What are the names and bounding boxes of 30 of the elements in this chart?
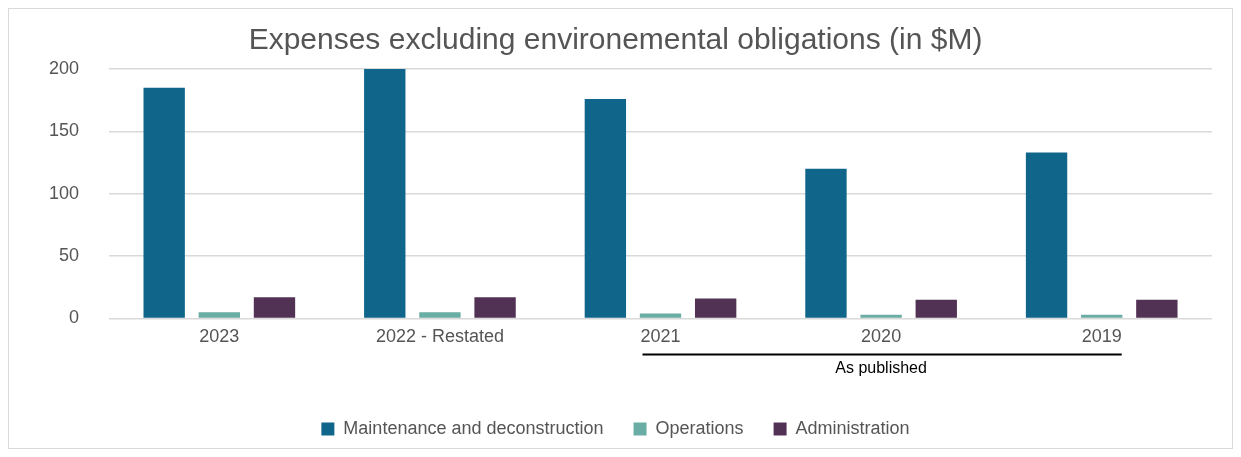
legend-label: Operations bbox=[655, 417, 744, 438]
bar bbox=[694, 298, 737, 318]
chart-title: Expenses excluding environemental obligations (in $M) bbox=[248, 22, 983, 56]
x-tick-label: 2019 bbox=[1081, 326, 1122, 347]
x-tick-label: 2022 - Restated bbox=[375, 326, 504, 347]
bar bbox=[805, 168, 847, 318]
x-tick-label: 2021 bbox=[640, 326, 681, 347]
y-tick-label: 200 bbox=[48, 57, 80, 78]
bar bbox=[253, 297, 296, 318]
bar bbox=[143, 87, 185, 318]
x-tick-label: 2020 bbox=[861, 326, 902, 347]
bar bbox=[419, 312, 461, 318]
bar bbox=[584, 98, 627, 318]
text: As published bbox=[835, 358, 927, 376]
bar bbox=[364, 69, 406, 318]
bar bbox=[1136, 299, 1178, 318]
bar bbox=[198, 312, 241, 318]
y-tick-label: 150 bbox=[48, 120, 80, 141]
bar bbox=[1025, 152, 1068, 318]
bar bbox=[474, 297, 516, 318]
x-tick-label: 2023 bbox=[199, 326, 240, 347]
bar bbox=[639, 313, 682, 318]
bar bbox=[915, 299, 957, 318]
bar bbox=[1081, 314, 1123, 318]
legend-label: Maintenance and deconstruction bbox=[343, 417, 604, 438]
bar bbox=[860, 314, 902, 318]
y-tick-label: 100 bbox=[48, 182, 80, 203]
y-tick-label: 50 bbox=[59, 245, 80, 266]
y-tick-label: 0 bbox=[69, 307, 80, 328]
legend-label: Administration bbox=[795, 417, 910, 438]
